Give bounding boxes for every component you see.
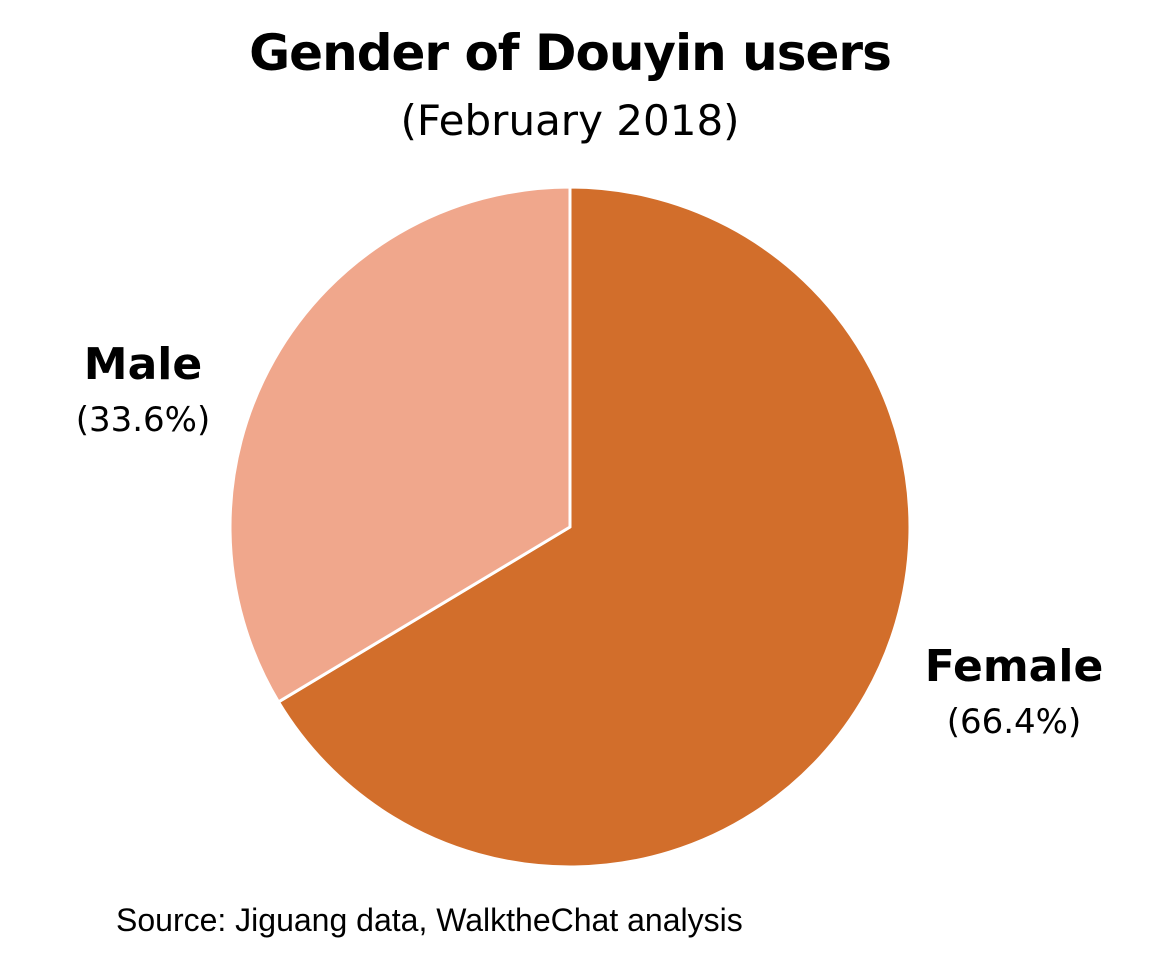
chart-title: Gender of Douyin users — [249, 24, 892, 82]
slice-value-female: (66.4%) — [947, 702, 1082, 742]
pie-slice-male — [228, 185, 572, 704]
pie-slice-female — [276, 185, 912, 869]
slice-label-female: Female — [925, 641, 1104, 692]
source-note: Source: Jiguang data, WalktheChat analys… — [116, 902, 743, 938]
slice-label-male: Male — [84, 339, 202, 390]
slice-value-male: (33.6%) — [76, 400, 211, 440]
chart-subtitle: (February 2018) — [400, 96, 740, 145]
pie-slices — [228, 185, 912, 869]
